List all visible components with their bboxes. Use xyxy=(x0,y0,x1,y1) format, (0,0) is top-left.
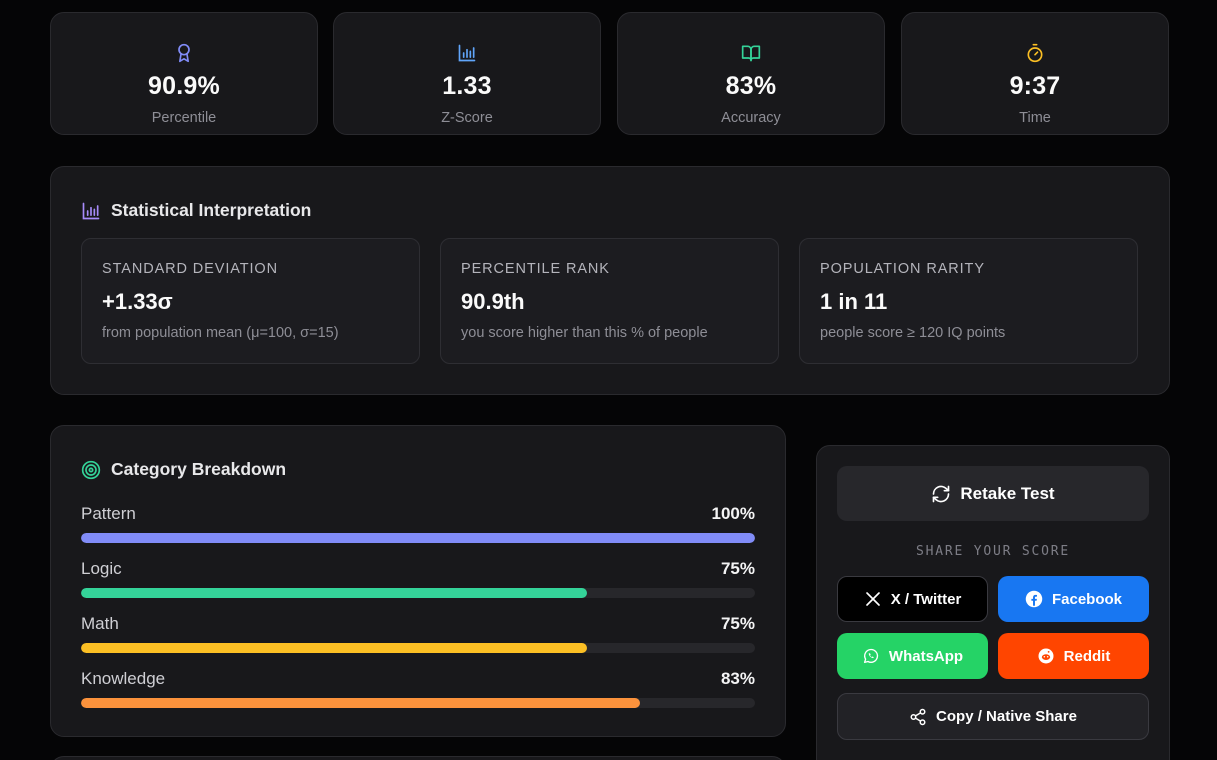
category-name: Knowledge xyxy=(81,669,166,688)
stat-value: 1.33 xyxy=(442,72,492,100)
progress-track xyxy=(81,698,755,708)
progress-fill xyxy=(81,643,587,653)
retake-label: Retake Test xyxy=(960,483,1055,503)
card-value: 1 in 11 xyxy=(820,289,888,314)
share-reddit-button[interactable]: Reddit xyxy=(998,633,1149,679)
percentile-rank-card: PERCENTILE RANK 90.9th you score higher … xyxy=(440,238,779,364)
section-title-text: Statistical Interpretation xyxy=(111,200,312,220)
share-facebook-button[interactable]: Facebook xyxy=(998,576,1149,622)
reddit-label: Reddit xyxy=(1063,647,1111,665)
book-icon xyxy=(741,45,761,62)
card-value: +1.33σ xyxy=(102,289,173,314)
progress-track xyxy=(81,643,755,653)
progress-fill xyxy=(81,698,641,708)
target-icon xyxy=(81,460,101,479)
category-percent: 75% xyxy=(720,614,755,633)
category-name: Pattern xyxy=(81,504,136,523)
category-name: Math xyxy=(81,614,119,633)
section-title-text: Category Breakdown xyxy=(111,459,287,479)
x-logo-icon xyxy=(865,592,880,606)
stat-value: 83% xyxy=(725,72,777,100)
share-icon xyxy=(910,708,926,725)
stat-card-percentile: 90.9% Percentile xyxy=(50,12,318,135)
card-caption: STANDARD DEVIATION xyxy=(102,261,278,277)
section-title: Statistical Interpretation xyxy=(81,200,311,221)
share-whatsapp-button[interactable]: WhatsApp xyxy=(837,633,988,679)
category-breakdown-panel: Category Breakdown Pattern 100% Logic 75… xyxy=(50,425,786,737)
bar-chart-icon xyxy=(82,202,100,219)
retake-test-button[interactable]: Retake Test xyxy=(837,466,1149,521)
category-percent: 100% xyxy=(711,504,755,523)
stat-label: Accuracy xyxy=(721,110,781,126)
stat-card-z-score: 1.33 Z-Score xyxy=(333,12,601,135)
standard-deviation-card: STANDARD DEVIATION +1.33σ from populatio… xyxy=(81,238,420,364)
population-rarity-card: POPULATION RARITY 1 in 11 people score ≥… xyxy=(799,238,1138,364)
copy-share-button[interactable]: Copy / Native Share xyxy=(837,693,1149,740)
progress-fill xyxy=(81,533,755,543)
stat-label: Time xyxy=(1019,110,1051,126)
card-subtext: from population mean (μ=100, σ=15) xyxy=(102,325,339,341)
bar-chart-icon xyxy=(458,44,476,62)
progress-fill xyxy=(81,588,587,598)
progress-track xyxy=(81,533,755,543)
card-value: 90.9th xyxy=(461,289,525,314)
share-caption: SHARE YOUR SCORE xyxy=(915,544,1071,559)
award-icon xyxy=(178,43,190,63)
twitter-label: X / Twitter xyxy=(890,590,962,608)
next-panel-edge xyxy=(50,756,786,760)
stat-label: Percentile xyxy=(151,110,217,126)
progress-track xyxy=(81,588,755,598)
facebook-icon xyxy=(1025,590,1043,608)
statistical-interpretation-panel: Statistical Interpretation STANDARD DEVI… xyxy=(50,166,1170,395)
stat-card-accuracy: 83% Accuracy xyxy=(617,12,885,135)
reddit-icon xyxy=(1038,648,1054,664)
stat-value: 90.9% xyxy=(148,72,220,100)
category-percent: 75% xyxy=(720,559,755,578)
share-twitter-button[interactable]: X / Twitter xyxy=(837,576,988,622)
whatsapp-icon xyxy=(863,648,878,664)
facebook-label: Facebook xyxy=(1051,590,1123,608)
card-subtext: people score ≥ 120 IQ points xyxy=(820,325,1006,341)
card-caption: POPULATION RARITY xyxy=(820,261,985,277)
stat-card-time: 9:37 Time xyxy=(901,12,1169,135)
copy-label: Copy / Native Share xyxy=(936,708,1077,725)
section-title: Category Breakdown xyxy=(81,459,286,480)
stat-label: Z-Score xyxy=(441,110,493,126)
whatsapp-label: WhatsApp xyxy=(888,647,964,665)
timer-icon xyxy=(1027,43,1043,63)
category-percent: 83% xyxy=(720,669,755,688)
refresh-icon xyxy=(933,485,950,502)
share-panel: Retake Test SHARE YOUR SCORE X / Twitter… xyxy=(816,445,1170,760)
category-name: Logic xyxy=(81,559,122,578)
stat-value: 9:37 xyxy=(1009,72,1061,100)
card-caption: PERCENTILE RANK xyxy=(461,261,610,277)
card-subtext: you score higher than this % of people xyxy=(461,325,708,341)
